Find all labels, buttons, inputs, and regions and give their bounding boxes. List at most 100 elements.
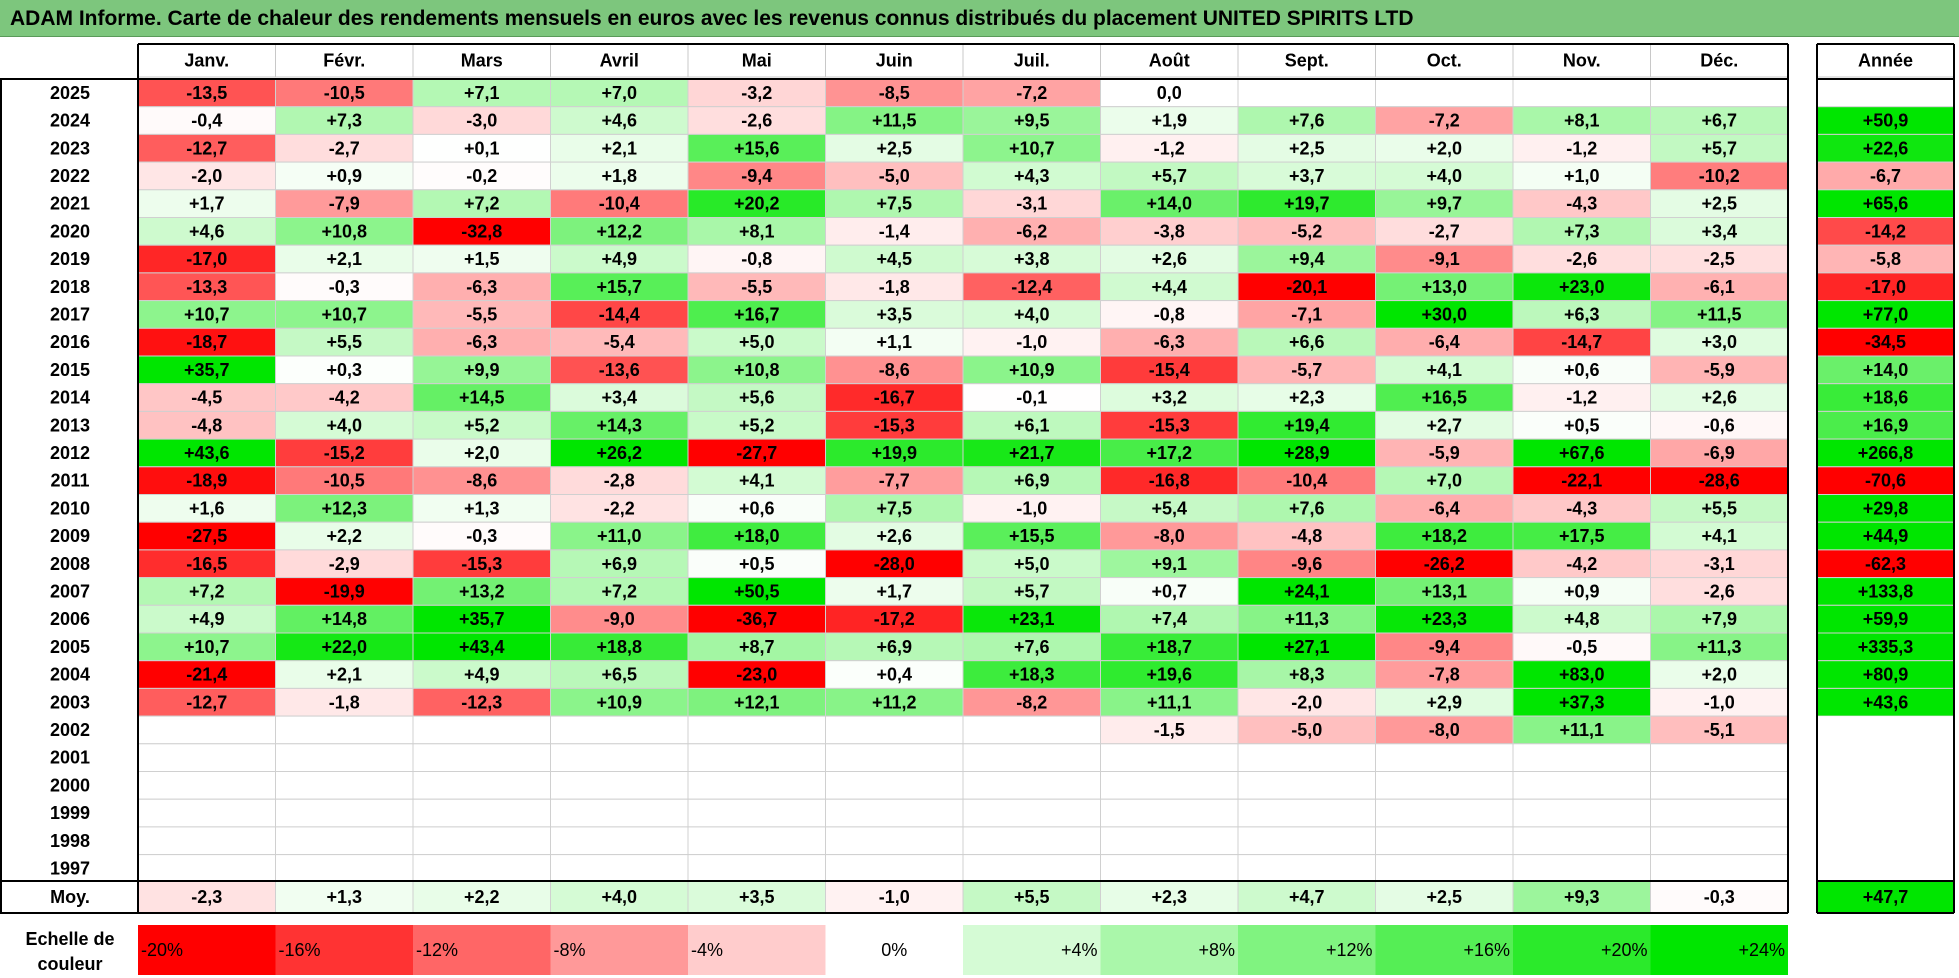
cell-value: +4,1 <box>1426 360 1462 380</box>
heatmap-cell <box>412 687 551 717</box>
heatmap-cell <box>962 521 1101 551</box>
heatmap-cell <box>962 133 1101 163</box>
heatmap-cell <box>275 355 414 385</box>
heatmap-cell <box>275 632 414 662</box>
heatmap-cell <box>962 577 1101 606</box>
heatmap-cell <box>962 771 1101 800</box>
heatmap-cell <box>687 272 826 302</box>
heatmap-cell <box>825 743 964 772</box>
annual-value: +43,6 <box>1863 692 1909 712</box>
cell-value: +3,7 <box>1289 166 1325 186</box>
heatmap-cell <box>1100 687 1239 717</box>
year-label: 2008 <box>50 554 90 574</box>
heatmap-cell <box>1237 771 1376 800</box>
header-cell <box>137 43 276 78</box>
cell-value: -8,2 <box>1016 692 1047 712</box>
cell-value: -10,2 <box>1699 166 1740 186</box>
year-label: 2004 <box>50 665 90 685</box>
cell-value: -1,8 <box>329 692 360 712</box>
heatmap-cell <box>550 826 689 856</box>
heatmap-cell <box>687 687 826 717</box>
heatmap-cell <box>1375 577 1514 606</box>
cell-value: +7,1 <box>464 83 500 103</box>
cell-value: -28,6 <box>1699 471 1740 491</box>
cell-value: +13,2 <box>459 581 505 601</box>
cell-value: -16,8 <box>1149 471 1190 491</box>
cell-value: +7,4 <box>1151 609 1187 629</box>
average-value: +1,3 <box>326 887 362 907</box>
cell-value: -2,6 <box>1566 249 1597 269</box>
cell-value: -13,3 <box>186 277 227 297</box>
heatmap-cell <box>1650 687 1789 717</box>
annual-value: -62,3 <box>1865 554 1906 574</box>
cell-value: +7,3 <box>1564 221 1600 241</box>
cell-value: -2,6 <box>741 111 772 131</box>
cell-value: +9,4 <box>1289 249 1325 269</box>
cell-value: +22,0 <box>321 637 367 657</box>
heatmap-cell <box>1512 771 1651 800</box>
heatmap-cell <box>1375 133 1514 163</box>
color-scale-swatch <box>550 925 688 975</box>
cell-value: +7,5 <box>876 498 912 518</box>
year-label: 2006 <box>50 609 90 629</box>
heatmap-cell <box>1512 660 1651 689</box>
cell-value: -10,5 <box>324 471 365 491</box>
cell-value: +6,7 <box>1701 111 1737 131</box>
annual-cell <box>1816 549 1955 579</box>
heatmap-cell <box>550 383 689 412</box>
cell-value: +10,9 <box>1009 360 1055 380</box>
heatmap-cell <box>1237 798 1376 828</box>
heatmap-cell <box>962 272 1101 302</box>
average-cell <box>825 880 964 914</box>
heatmap-cell <box>1512 272 1651 302</box>
color-scale-swatch <box>1513 925 1651 975</box>
heatmap-cell <box>275 217 414 246</box>
heatmap-cell <box>1650 854 1789 883</box>
cell-value: +12,3 <box>321 498 367 518</box>
cell-value: +37,3 <box>1559 692 1605 712</box>
cell-value: +5,2 <box>739 415 775 435</box>
cell-value: -26,2 <box>1424 554 1465 574</box>
heatmap-cell <box>687 383 826 412</box>
heatmap-cell <box>1375 244 1514 274</box>
cell-value: -8,6 <box>466 471 497 491</box>
cell-value: +19,6 <box>1146 665 1192 685</box>
color-scale-value: 0% <box>881 940 907 960</box>
cell-value: +2,3 <box>1289 388 1325 408</box>
color-scale-swatch <box>688 925 826 975</box>
cell-value: +0,7 <box>1151 581 1187 601</box>
heatmap-cell <box>1100 244 1239 274</box>
average-value: +4,7 <box>1289 887 1325 907</box>
color-scale-value: -4% <box>691 940 723 960</box>
heatmap-cell <box>1512 798 1651 828</box>
cell-value: -0,8 <box>741 249 772 269</box>
heatmap-cell <box>1375 272 1514 302</box>
cell-value: +11,3 <box>1697 637 1742 657</box>
cell-value: +13,1 <box>1421 581 1467 601</box>
cell-value: -6,3 <box>466 277 497 297</box>
color-scale-swatch <box>1375 925 1513 975</box>
cell-value: +7,2 <box>601 581 637 601</box>
cell-value: -5,2 <box>1291 221 1322 241</box>
cell-value: +4,4 <box>1151 277 1187 297</box>
cell-value: -6,3 <box>1154 332 1185 352</box>
cell-value: +6,5 <box>601 665 637 685</box>
header-cell <box>1237 43 1376 78</box>
cell-value: +16,5 <box>1421 388 1467 408</box>
heatmap-cell <box>687 133 826 163</box>
cell-value: -15,3 <box>461 554 502 574</box>
heatmap-cell <box>412 798 551 828</box>
cell-value: -17,0 <box>186 249 227 269</box>
annual-value: +14,0 <box>1863 360 1909 380</box>
heatmap-cell <box>275 577 414 606</box>
cell-value: -4,2 <box>1566 554 1597 574</box>
heatmap-cell <box>1650 798 1789 828</box>
heatmap-cell <box>550 854 689 883</box>
heatmap-cell <box>962 106 1101 135</box>
color-scale-value: -16% <box>279 940 321 960</box>
heatmap-cell <box>412 604 551 634</box>
month-header: Avril <box>600 51 639 71</box>
heatmap-cell <box>1512 577 1651 606</box>
heatmap-cell <box>412 355 551 385</box>
cell-value: +10,7 <box>184 304 230 324</box>
